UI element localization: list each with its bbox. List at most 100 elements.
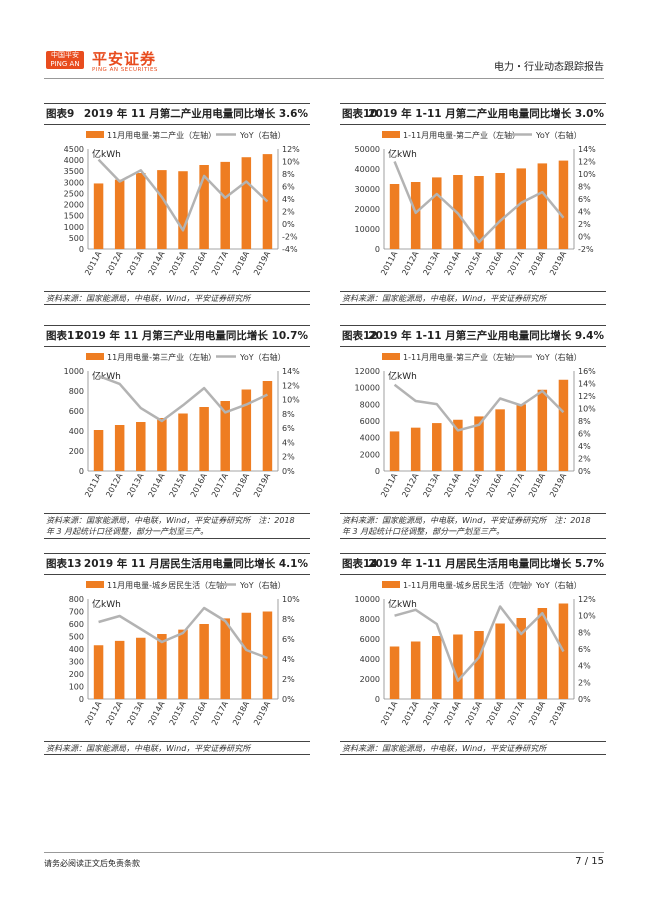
right-tick-label: 12% xyxy=(578,595,596,604)
chart-number: 图表10 xyxy=(342,108,378,120)
bar xyxy=(114,425,125,471)
chart-title: 2019 年 1-11 月居民生活用电量同比增长 5.7% xyxy=(368,558,604,570)
brand-logo: 平安证券 xyxy=(92,50,157,68)
bar xyxy=(432,423,442,471)
legend-line-label: YoY（右轴） xyxy=(239,352,286,362)
x-tick-label: 2016A xyxy=(485,249,505,276)
chart-legend: 1-11月用电量-城乡居民生活（左轴） YoY（右轴） xyxy=(382,580,582,590)
x-tick-label: 2011A xyxy=(379,249,399,276)
left-tick-label: 20000 xyxy=(355,205,380,214)
x-tick-label: 2014A xyxy=(147,471,167,498)
source-text: 资料来源：国家能源局，中电联，Wind，平安证券研究所 注：2018 xyxy=(46,516,295,525)
bar xyxy=(199,407,209,471)
legend-line-label: YoY（右轴） xyxy=(239,130,286,140)
combo-chart: 1-11月用电量-城乡居民生活（左轴） YoY（右轴） 0 2000 4000 6000 8… xyxy=(355,580,597,727)
legend-bar-swatch xyxy=(86,581,104,588)
bar xyxy=(432,636,442,699)
x-tick-label: 2018A xyxy=(231,699,251,726)
x-tick-label: 2017A xyxy=(506,471,526,498)
bar xyxy=(136,422,146,471)
left-tick-label: 700 xyxy=(69,608,84,617)
right-tick-label: -4% xyxy=(282,245,298,254)
combo-chart: 11月用电量-城乡居民生活（左轴） YoY（右轴） 0 100 200 300 400 500… xyxy=(69,580,300,727)
x-tick-label: 2014A xyxy=(147,249,167,276)
right-tick-label: 0% xyxy=(578,467,591,476)
bar xyxy=(516,618,526,699)
right-tick-label: 4% xyxy=(282,438,295,447)
chart-title-bar: 图表10 2019 年 1-11 月第二产业用电量同比增长 3.0% xyxy=(340,103,606,125)
x-tick-label: 2018A xyxy=(527,249,547,276)
yoy-line xyxy=(393,383,565,432)
left-tick-label: 0 xyxy=(375,467,380,476)
left-tick-label: 8000 xyxy=(360,400,380,409)
x-tick-label: 2015A xyxy=(168,699,188,726)
right-tick-label: 12% xyxy=(282,145,300,154)
right-tick-label: 4% xyxy=(578,442,591,451)
right-tick-label: -2% xyxy=(282,233,298,242)
unit-label: 亿kWh xyxy=(92,598,121,610)
bar xyxy=(389,184,400,249)
left-tick-label: 4500 xyxy=(64,145,84,154)
left-tick-label: 600 xyxy=(69,620,84,629)
bar xyxy=(220,401,230,471)
x-tick-label: 2013A xyxy=(421,249,441,276)
x-tick-label: 2018A xyxy=(231,249,251,276)
right-tick-label: 14% xyxy=(578,145,596,154)
chart-title: 2019 年 1-11 月第二产业用电量同比增长 3.0% xyxy=(368,108,604,120)
right-tick-label: 8% xyxy=(282,615,295,624)
bar xyxy=(114,179,125,249)
chart-source-note: 资料来源：国家能源局，中电联，Wind，平安证券研究所 xyxy=(44,291,310,305)
x-tick-label: 2019A xyxy=(548,249,568,276)
bar xyxy=(474,631,484,699)
bar xyxy=(495,409,505,471)
left-tick-label: 1500 xyxy=(64,212,84,221)
chart-title-bar: 图表13 2019 年 11 月居民生活用电量同比增长 4.1% xyxy=(44,553,310,575)
left-tick-label: 300 xyxy=(69,658,84,667)
yoy-line xyxy=(394,605,565,682)
brand-logo-en: PING AN SECURITIES xyxy=(92,67,158,73)
left-tick-label: 500 xyxy=(69,234,84,243)
right-tick-label: 14% xyxy=(282,367,300,376)
chart-title: 2019 年 11 月第二产业用电量同比增长 3.6% xyxy=(83,108,308,120)
right-tick-label: 4% xyxy=(282,195,295,204)
page-header: 中国平安 PING AN 平安证券 PING AN SECURITIES 电力・… xyxy=(44,48,604,78)
chart-number: 图表14 xyxy=(342,558,378,570)
legend-bar-label: 11月用电量-第三产业（左轴） xyxy=(107,352,216,362)
bar xyxy=(262,154,273,249)
legend-line-label: YoY（右轴） xyxy=(535,352,582,362)
disclaimer-note: 请务必阅读正文后免责条款 xyxy=(44,859,140,868)
left-tick-label: 400 xyxy=(69,427,84,436)
x-tick-label: 2014A xyxy=(443,249,463,276)
left-tick-label: 2000 xyxy=(64,201,84,210)
right-tick-label: 6% xyxy=(282,183,295,192)
x-tick-label: 2017A xyxy=(506,699,526,726)
right-tick-label: 2% xyxy=(578,678,591,687)
left-tick-label: 800 xyxy=(69,595,84,604)
x-tick-label: 2013A xyxy=(421,471,441,498)
bar xyxy=(262,381,273,471)
x-tick-label: 2014A xyxy=(443,471,463,498)
right-tick-label: 8% xyxy=(282,170,295,179)
source-note-line2: 年 3 月起统计口径调整，部分一产划至三产。 xyxy=(342,527,505,536)
chart-title-bar: 图表12 2019 年 1-11 月第三产业用电量同比增长 9.4% xyxy=(340,325,606,347)
x-tick-label: 2013A xyxy=(421,699,441,726)
x-tick-label: 2016A xyxy=(189,699,209,726)
yoy-line xyxy=(393,161,565,244)
bar xyxy=(157,418,167,471)
legend-bar-swatch xyxy=(382,581,400,588)
left-tick-label: 12000 xyxy=(355,367,380,376)
page-number: 7 / 15 xyxy=(575,856,604,867)
right-tick-label: 4% xyxy=(578,662,591,671)
x-tick-label: 2012A xyxy=(400,471,420,498)
left-tick-label: 4000 xyxy=(360,434,380,443)
bar xyxy=(114,640,125,699)
bar xyxy=(241,157,252,249)
x-tick-label: 2019A xyxy=(252,249,272,276)
bar xyxy=(93,430,104,471)
x-tick-label: 2012A xyxy=(400,699,420,726)
right-tick-label: 12% xyxy=(282,381,300,390)
right-tick-label: 4% xyxy=(282,655,295,664)
bar xyxy=(157,634,167,699)
right-tick-label: 0% xyxy=(578,695,591,704)
right-tick-label: 6% xyxy=(282,635,295,644)
